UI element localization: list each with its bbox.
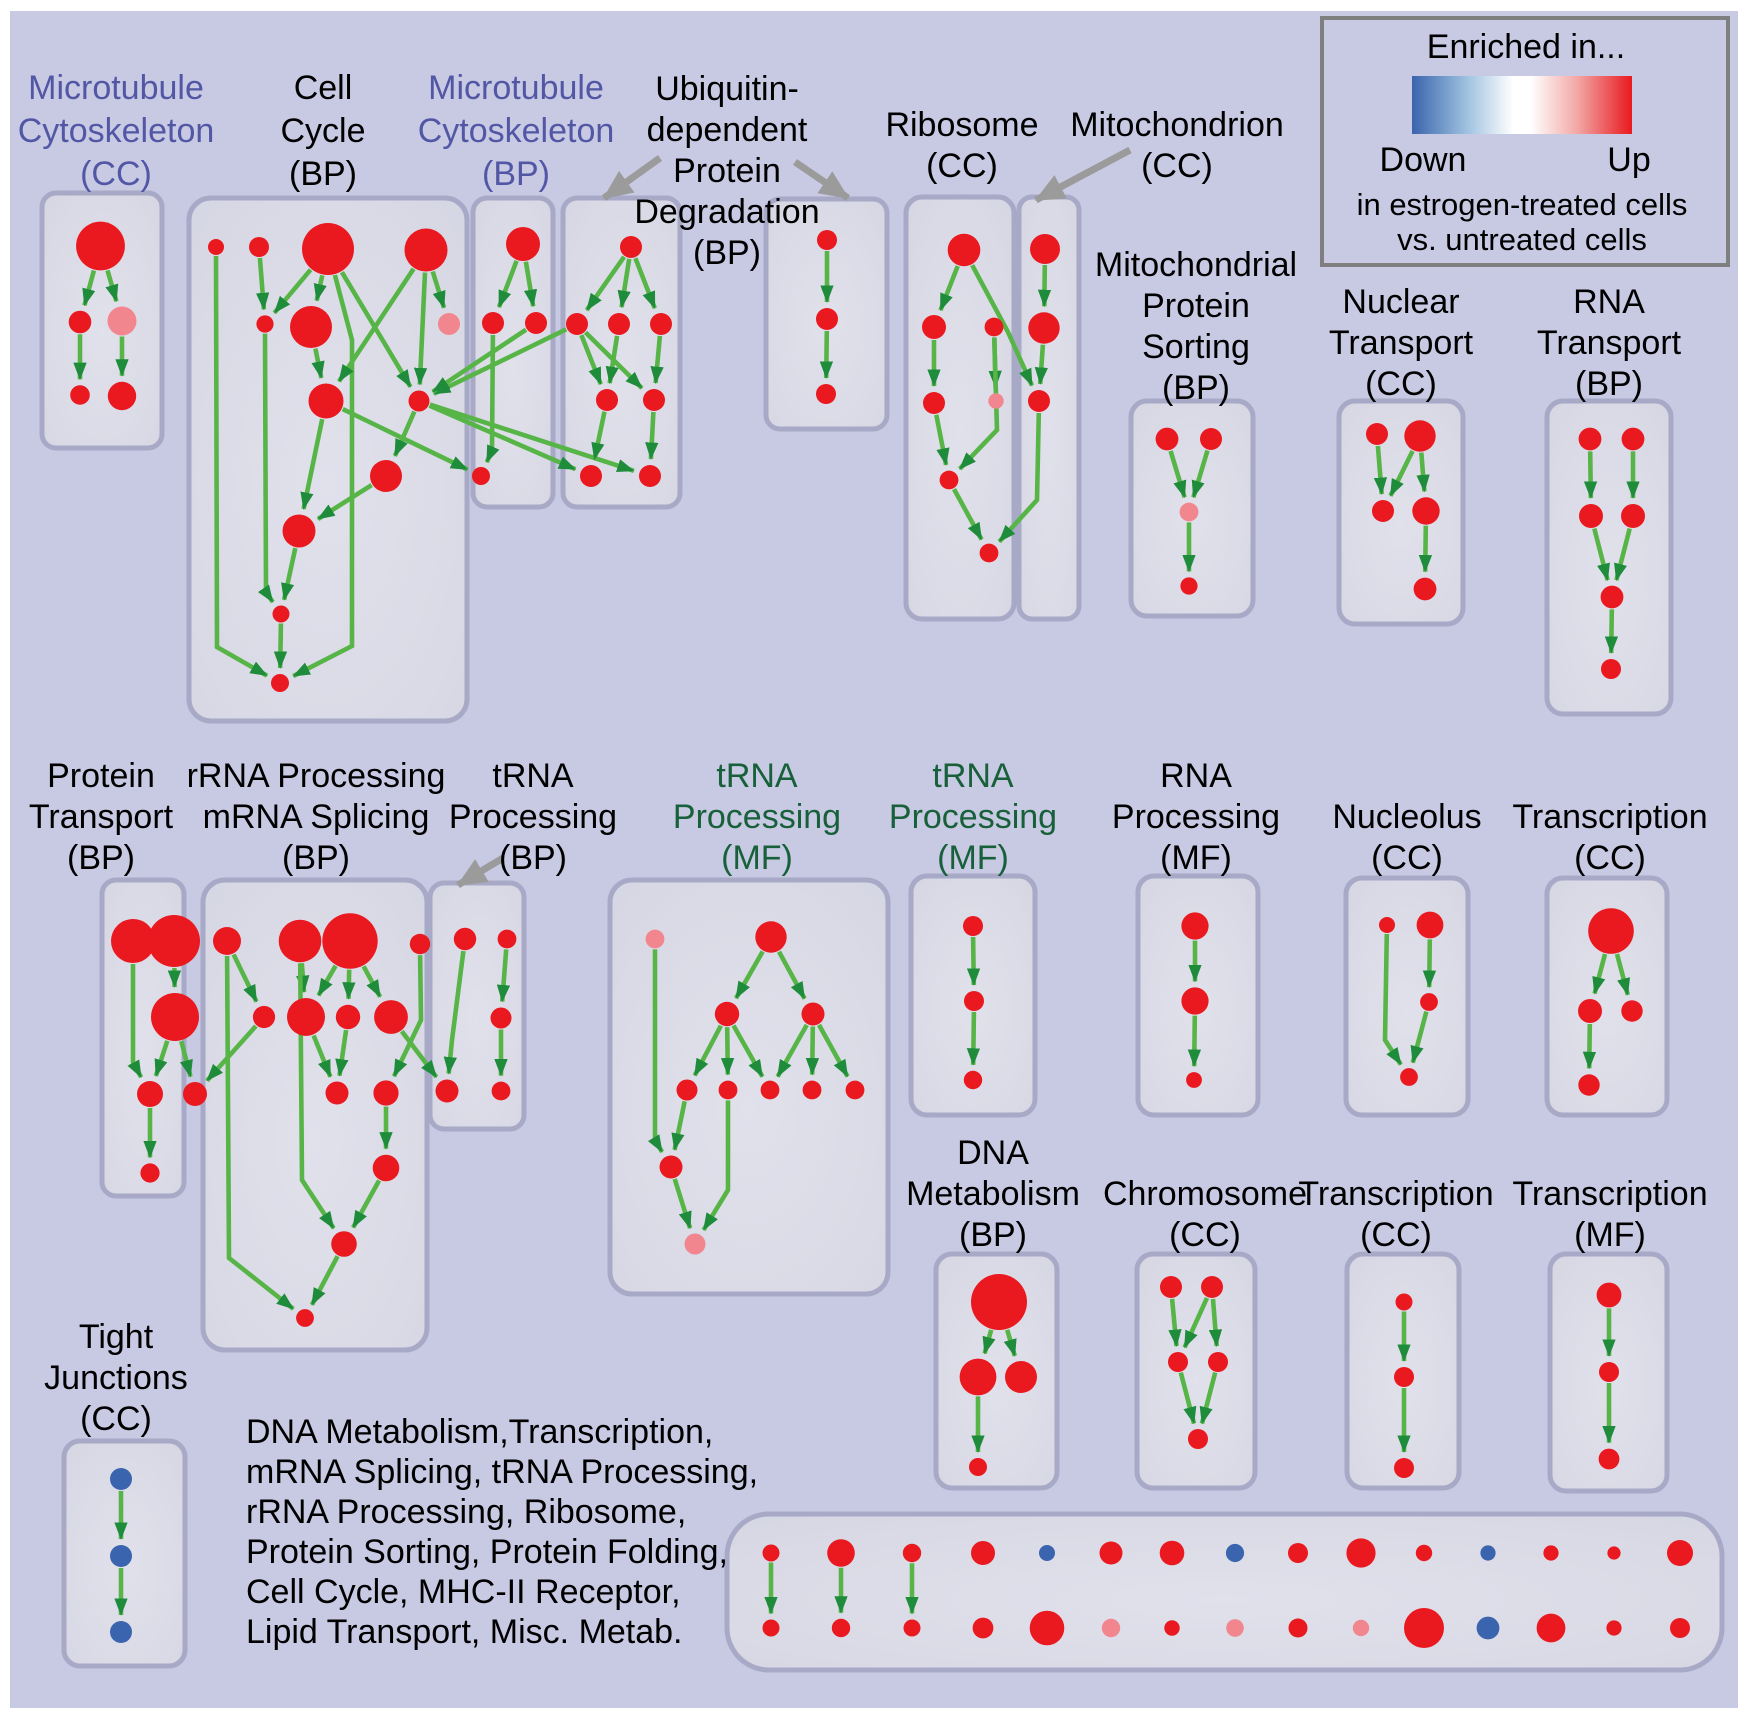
svg-text:rRNA Processing, Ribosome,: rRNA Processing, Ribosome, xyxy=(246,1493,686,1531)
svg-text:Transcription: Transcription xyxy=(1512,1175,1707,1213)
svg-text:(CC): (CC) xyxy=(1574,839,1646,877)
svg-text:Transcription: Transcription xyxy=(1298,1175,1493,1213)
svg-text:Enriched in...: Enriched in... xyxy=(1427,28,1625,66)
svg-text:DNA: DNA xyxy=(957,1134,1029,1172)
svg-text:Protein: Protein xyxy=(673,152,781,190)
svg-text:Tight: Tight xyxy=(79,1318,154,1356)
svg-text:DNA Metabolism,Transcription,: DNA Metabolism,Transcription, xyxy=(246,1413,713,1451)
svg-text:Ubiquitin-: Ubiquitin- xyxy=(655,70,799,108)
svg-text:Processing: Processing xyxy=(673,798,841,836)
svg-text:Up: Up xyxy=(1607,141,1650,179)
svg-text:Degradation: Degradation xyxy=(634,193,819,231)
svg-text:(CC): (CC) xyxy=(926,147,998,185)
svg-text:Metabolism: Metabolism xyxy=(906,1175,1080,1213)
svg-text:Processing: Processing xyxy=(449,798,617,836)
svg-text:(BP): (BP) xyxy=(1162,369,1230,407)
svg-text:(CC): (CC) xyxy=(1169,1216,1241,1254)
svg-text:Cycle: Cycle xyxy=(280,112,365,150)
svg-text:Transport: Transport xyxy=(29,798,174,836)
svg-text:rRNA Processing: rRNA Processing xyxy=(187,757,446,795)
svg-text:(CC): (CC) xyxy=(80,1400,152,1438)
svg-text:Cell Cycle, MHC-II Receptor,: Cell Cycle, MHC-II Receptor, xyxy=(246,1573,681,1611)
svg-text:Protein Sorting, Protein Foldi: Protein Sorting, Protein Folding, xyxy=(246,1533,728,1571)
svg-text:(MF): (MF) xyxy=(1574,1216,1646,1254)
svg-text:tRNA: tRNA xyxy=(492,757,574,795)
svg-text:(BP): (BP) xyxy=(67,839,135,877)
svg-text:tRNA: tRNA xyxy=(932,757,1014,795)
svg-text:Down: Down xyxy=(1380,141,1467,179)
svg-text:(CC): (CC) xyxy=(1141,147,1213,185)
svg-text:(MF): (MF) xyxy=(1160,839,1232,877)
svg-text:vs. untreated cells: vs. untreated cells xyxy=(1397,222,1647,257)
svg-text:(MF): (MF) xyxy=(721,839,793,877)
svg-text:Ribosome: Ribosome xyxy=(885,106,1038,144)
svg-text:RNA: RNA xyxy=(1573,283,1645,321)
svg-text:(BP): (BP) xyxy=(289,155,357,193)
svg-text:(CC): (CC) xyxy=(1365,365,1437,403)
svg-text:Protein: Protein xyxy=(47,757,155,795)
svg-text:Mitochondrial: Mitochondrial xyxy=(1095,246,1297,284)
svg-text:Transcription: Transcription xyxy=(1512,798,1707,836)
svg-text:Sorting: Sorting xyxy=(1142,328,1250,366)
svg-text:Transport: Transport xyxy=(1537,324,1682,362)
svg-text:Microtubule: Microtubule xyxy=(428,69,604,107)
svg-text:Cell: Cell xyxy=(294,69,353,107)
svg-text:dependent: dependent xyxy=(647,111,808,149)
svg-text:(BP): (BP) xyxy=(693,234,761,272)
svg-text:Transport: Transport xyxy=(1329,324,1474,362)
svg-text:Cytoskeleton: Cytoskeleton xyxy=(18,112,215,150)
svg-text:Nucleolus: Nucleolus xyxy=(1332,798,1481,836)
svg-text:(BP): (BP) xyxy=(282,839,350,877)
svg-text:Microtubule: Microtubule xyxy=(28,69,204,107)
svg-text:(CC): (CC) xyxy=(80,155,152,193)
svg-text:in estrogen-treated cells: in estrogen-treated cells xyxy=(1357,187,1688,222)
svg-text:(BP): (BP) xyxy=(959,1216,1027,1254)
svg-text:(BP): (BP) xyxy=(1575,365,1643,403)
svg-text:Processing: Processing xyxy=(1112,798,1280,836)
svg-text:Nuclear: Nuclear xyxy=(1342,283,1459,321)
svg-text:Protein: Protein xyxy=(1142,287,1250,325)
svg-text:mRNA Splicing, tRNA Processing: mRNA Splicing, tRNA Processing, xyxy=(246,1453,758,1491)
svg-text:Chromosome: Chromosome xyxy=(1103,1175,1307,1213)
svg-text:Junctions: Junctions xyxy=(44,1359,188,1397)
svg-text:(CC): (CC) xyxy=(1371,839,1443,877)
svg-text:RNA: RNA xyxy=(1160,757,1232,795)
svg-text:mRNA Splicing: mRNA Splicing xyxy=(203,798,430,836)
svg-text:(BP): (BP) xyxy=(482,155,550,193)
svg-text:Cytoskeleton: Cytoskeleton xyxy=(418,112,615,150)
svg-text:(BP): (BP) xyxy=(499,839,567,877)
svg-text:Mitochondrion: Mitochondrion xyxy=(1070,106,1284,144)
svg-text:tRNA: tRNA xyxy=(716,757,798,795)
svg-text:Lipid Transport, Misc. Metab.: Lipid Transport, Misc. Metab. xyxy=(246,1613,683,1651)
svg-text:Processing: Processing xyxy=(889,798,1057,836)
svg-text:(MF): (MF) xyxy=(937,839,1009,877)
svg-text:(CC): (CC) xyxy=(1360,1216,1432,1254)
